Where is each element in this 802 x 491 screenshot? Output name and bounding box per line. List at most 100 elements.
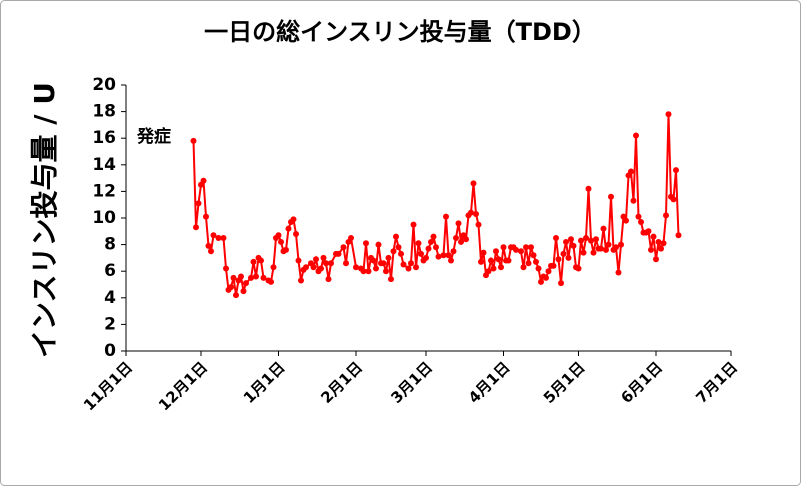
data-point [520,264,527,271]
data-point [535,265,542,272]
y-tick-label: 8 [104,235,116,255]
data-point [663,212,669,219]
data-point [568,236,574,243]
data-point [250,258,257,265]
data-point [468,209,474,216]
data-point [638,218,644,225]
data-point [395,244,402,251]
data-point [560,250,567,257]
data-point [563,238,569,245]
data-point [295,257,302,264]
data-point [435,253,442,260]
data-point [428,238,434,245]
data-point [343,260,349,267]
data-point [210,232,217,239]
data-point [473,211,479,218]
data-point [493,248,499,255]
data-point [238,273,244,280]
y-tick-label: 18 [92,102,116,122]
data-point [388,276,394,283]
data-point [290,216,297,223]
data-point [533,258,539,265]
data-point [588,237,594,244]
data-point [453,234,459,241]
data-point [670,196,677,203]
data-point [665,111,672,118]
data-point [275,232,282,239]
data-point [518,248,524,255]
data-point [260,274,267,281]
data-point [220,234,227,241]
data-point [208,248,214,255]
data-point [278,238,284,245]
data-point [608,193,614,200]
data-point [578,237,584,244]
data-point [298,277,304,284]
data-point [558,280,564,287]
annotation: 発症 [136,126,171,147]
data-point [488,257,494,264]
data-point [478,258,484,265]
data-point [230,274,237,281]
data-point [633,132,639,139]
data-point [365,268,372,275]
data-point [580,249,587,256]
data-point [270,264,277,271]
data-point [470,180,477,187]
data-point [458,238,464,245]
data-point [673,167,679,174]
data-point [268,278,274,285]
data-point [258,257,264,264]
data-point [445,252,452,259]
data-point [375,241,382,248]
data-point [228,284,234,291]
data-point [443,213,449,220]
y-axis-label: インスリン投与量 / U [28,82,61,358]
data-point [593,236,599,243]
data-point [313,256,319,263]
chart-title: 一日の総インスリン投与量（TDD） [204,18,596,46]
data-point [575,265,582,272]
data-point [440,252,447,259]
data-point [598,245,604,252]
data-point [490,265,497,272]
data-point [455,220,462,227]
data-point [628,168,634,175]
data-point [653,256,659,263]
data-point [543,274,549,281]
data-point [500,244,507,251]
data-point [618,241,624,248]
data-point [590,249,597,256]
y-tick-label: 16 [92,128,116,148]
data-point [650,233,657,240]
data-point [340,244,347,251]
data-point [495,256,502,263]
data-point [528,244,534,251]
data-point [385,254,392,261]
data-point [530,252,537,259]
data-point [555,256,562,263]
data-point [630,197,637,204]
data-point [283,246,289,253]
y-tick-label: 14 [92,155,116,175]
data-point [380,260,387,267]
data-point [448,257,454,264]
data-point [398,250,404,257]
data-point [615,269,622,276]
data-point [248,274,254,281]
data-point [215,234,222,241]
data-point [243,280,249,287]
data-point [193,224,199,231]
data-point [200,177,207,184]
data-point [565,254,572,261]
data-point [498,264,504,271]
data-point [370,257,377,264]
data-point [655,238,662,245]
data-point [485,268,492,275]
data-point [190,137,197,144]
data-point [600,225,607,232]
data-point [223,265,229,272]
data-point [240,288,247,295]
data-point [373,265,379,272]
data-point [675,232,682,239]
